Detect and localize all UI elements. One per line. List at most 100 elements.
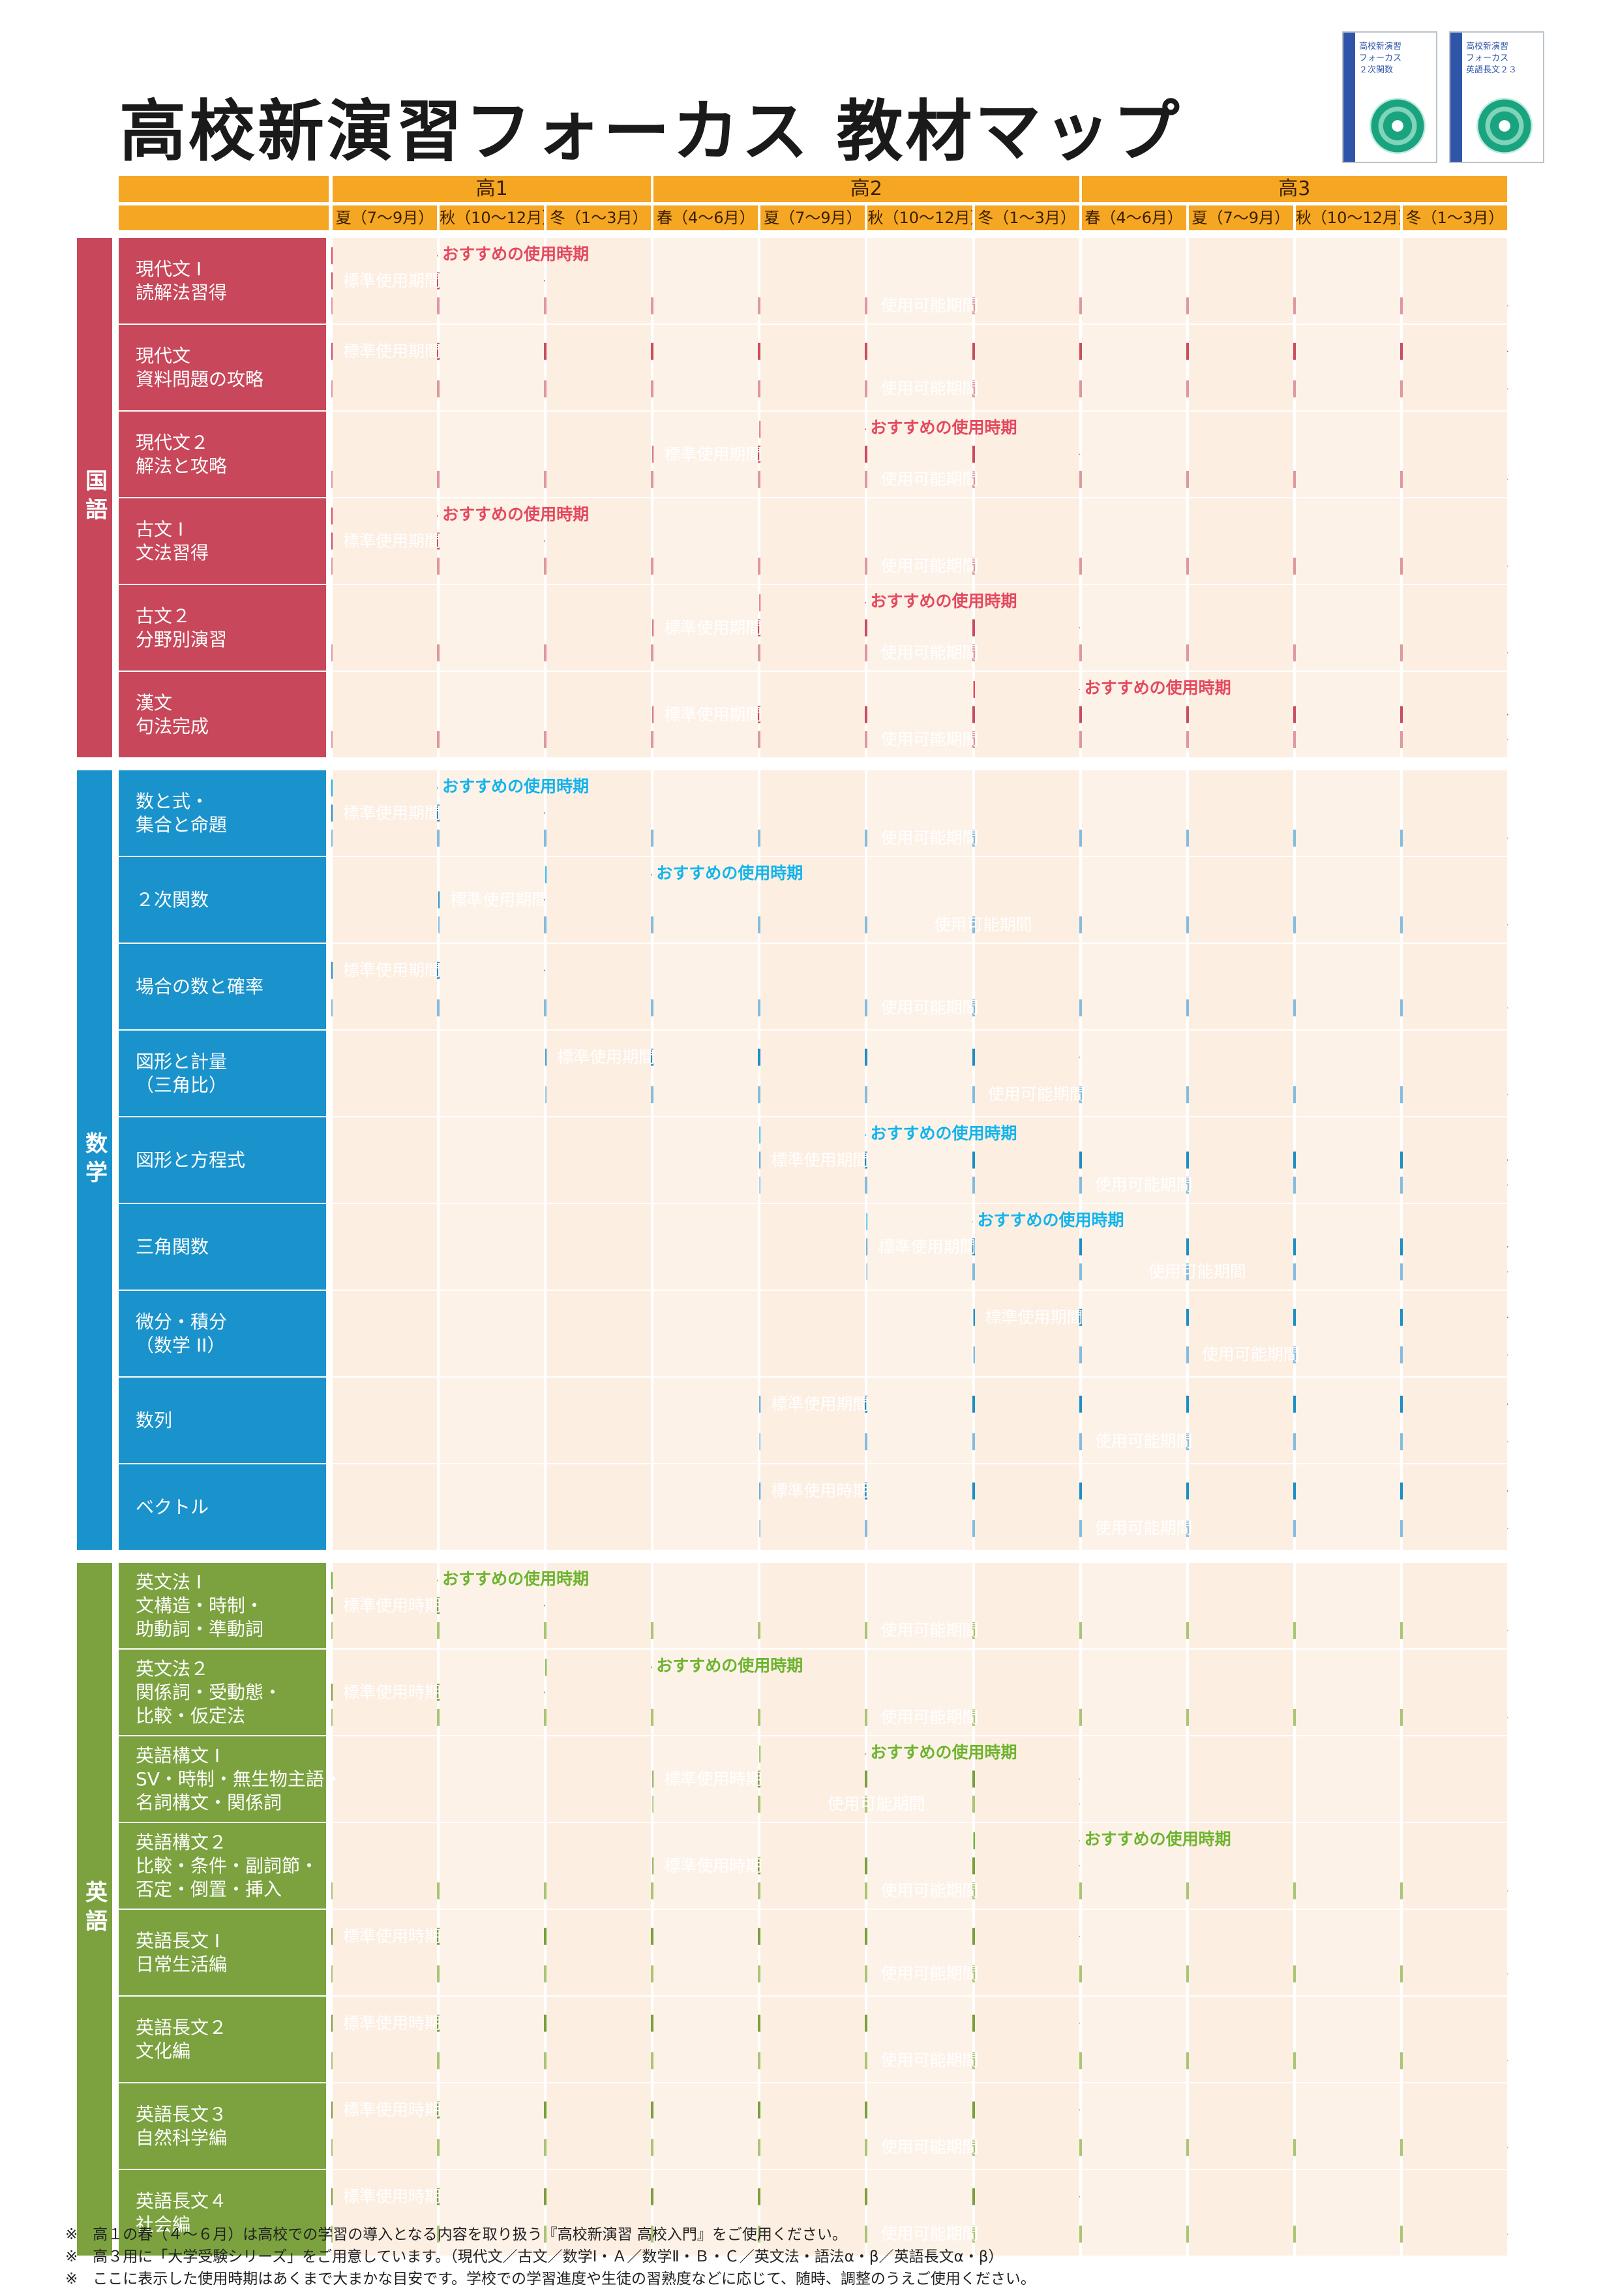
grid-cell: [760, 2170, 865, 2256]
grid-cell: [1081, 2170, 1186, 2256]
quarter-header: 夏（7～9月）: [760, 205, 865, 230]
grid-cell: [440, 238, 545, 324]
grid-cell: [1402, 1204, 1507, 1290]
grid-cell: [547, 1736, 652, 1822]
grid-cell: [440, 1563, 545, 1648]
grid-cell: [333, 1464, 438, 1550]
std-label: 標準使用期間: [771, 1394, 869, 1413]
grid-cell: [1295, 770, 1400, 856]
grid-cell: [1188, 412, 1293, 497]
grid-cell: [760, 1823, 865, 1909]
grid-cell: [653, 1823, 758, 1909]
std-arrow: [652, 437, 1081, 472]
grid-cell: [1402, 1464, 1507, 1550]
grid-cell: [547, 2170, 652, 2256]
book-label: 英語長文２ 文化編: [119, 1997, 326, 2082]
use-label: 使用可能期間: [880, 1620, 979, 1640]
grid-cell: [440, 1291, 545, 1376]
quarter-header: 冬（1～3月）: [1402, 205, 1507, 230]
grid-cell: [974, 1204, 1079, 1290]
grid-cell: [653, 1736, 758, 1822]
book-label: 英語長文 I 日常生活編: [119, 1910, 326, 1995]
grid-cell: [867, 672, 972, 757]
grid-cell: [974, 1997, 1079, 2082]
grid-cell: [1188, 1823, 1293, 1909]
grid-cell: [1295, 1650, 1400, 1735]
grid-cell: [1188, 238, 1293, 324]
grid-cell: [333, 325, 438, 410]
grid-cell: [867, 1823, 972, 1909]
std-arrow: [652, 1762, 1081, 1796]
grid-cell: [1081, 1464, 1186, 1550]
grid-cell: [1081, 1291, 1186, 1376]
book-label: 現代文 資料問題の攻略: [119, 325, 326, 410]
use-label: 使用可能期間: [1094, 1518, 1193, 1538]
grid-cell: [1402, 238, 1507, 324]
book-label: 現代文２ 解法と攻略: [119, 412, 326, 497]
grid-cell: [867, 1910, 972, 1995]
grid-cell: [547, 585, 652, 671]
grid-cell: [547, 1464, 652, 1550]
grid-cell: [760, 1650, 865, 1735]
grid-cell: [1081, 325, 1186, 410]
grid-cell: [867, 2170, 972, 2256]
grid-cell: [547, 325, 652, 410]
cover-thumbnail-2: 高校新演習 フォーカス 英語長文２３: [1449, 31, 1544, 163]
grid-cell: [1081, 770, 1186, 856]
grid-cell: [867, 1650, 972, 1735]
book-label: ２次関数: [119, 857, 326, 943]
cover-emblem-icon: [1370, 98, 1426, 154]
std-label: 標準使用期間: [878, 1237, 976, 1256]
grid-cell: [867, 857, 972, 943]
grid-cell: [653, 1117, 758, 1203]
quarter-header: 夏（7～9月）: [333, 205, 438, 230]
std-label: 標準使用期間: [664, 444, 762, 464]
grid-cell: [974, 1650, 1079, 1735]
cover-brand: フォーカス: [1359, 53, 1402, 63]
grid-cell: [653, 238, 758, 324]
book-label: 場合の数と確率: [119, 944, 326, 1029]
grid-cell: [1188, 585, 1293, 671]
grid-cell: [1081, 1563, 1186, 1648]
cover-emblem-icon: [1476, 98, 1533, 154]
std-label: 標準使用期間: [664, 704, 762, 724]
grid-cell: [547, 498, 652, 584]
grid-cell: [1188, 1650, 1293, 1735]
grid-cell: [867, 2083, 972, 2169]
grid-cell: [333, 944, 438, 1029]
grid-cell: [653, 1031, 758, 1116]
cover-series: 高校新演習: [1359, 42, 1402, 52]
use-label: 使用可能期間: [1094, 1432, 1193, 1451]
grid-cell: [867, 498, 972, 584]
grid-cell: [974, 1464, 1079, 1550]
grid-cell: [1081, 1031, 1186, 1116]
grid-cell: [1188, 1563, 1293, 1648]
rec-label: おすすめの使用時期: [870, 1124, 1017, 1143]
std-label: 標準使用時期: [343, 2013, 442, 2032]
grid-cell: [547, 238, 652, 324]
grid-cell: [974, 857, 1079, 943]
grid-cell: [760, 238, 865, 324]
book-label: 古文 I 文法習得: [119, 498, 326, 584]
grid-cell: [440, 770, 545, 856]
grid-cell: [1402, 412, 1507, 497]
grid-cell: [1188, 857, 1293, 943]
grid-cell: [547, 1823, 652, 1909]
grid-cell: [1081, 1997, 1186, 2082]
grid-cell: [440, 1823, 545, 1909]
grid-cell: [1402, 770, 1507, 856]
grid-cell: [974, 770, 1079, 856]
grid-cell: [974, 672, 1079, 757]
quarter-header: 秋（10～12月）: [867, 205, 972, 230]
grid-cell: [867, 770, 972, 856]
grid-cell: [1402, 1910, 1507, 1995]
grid-cell: [760, 857, 865, 943]
footnote-1: ※ 高１の春（４～６月）は高校での学習の導入となる内容を取り扱う『高校新演習 高…: [65, 2226, 847, 2243]
grid-cell: [1081, 1910, 1186, 1995]
grid-cell: [1188, 770, 1293, 856]
grid-cell: [1402, 857, 1507, 943]
grid-cell: [1188, 1464, 1293, 1550]
use-label: 使用可能期間: [1201, 1345, 1300, 1365]
grid-cell: [867, 1291, 972, 1376]
grid-cell: [653, 325, 758, 410]
